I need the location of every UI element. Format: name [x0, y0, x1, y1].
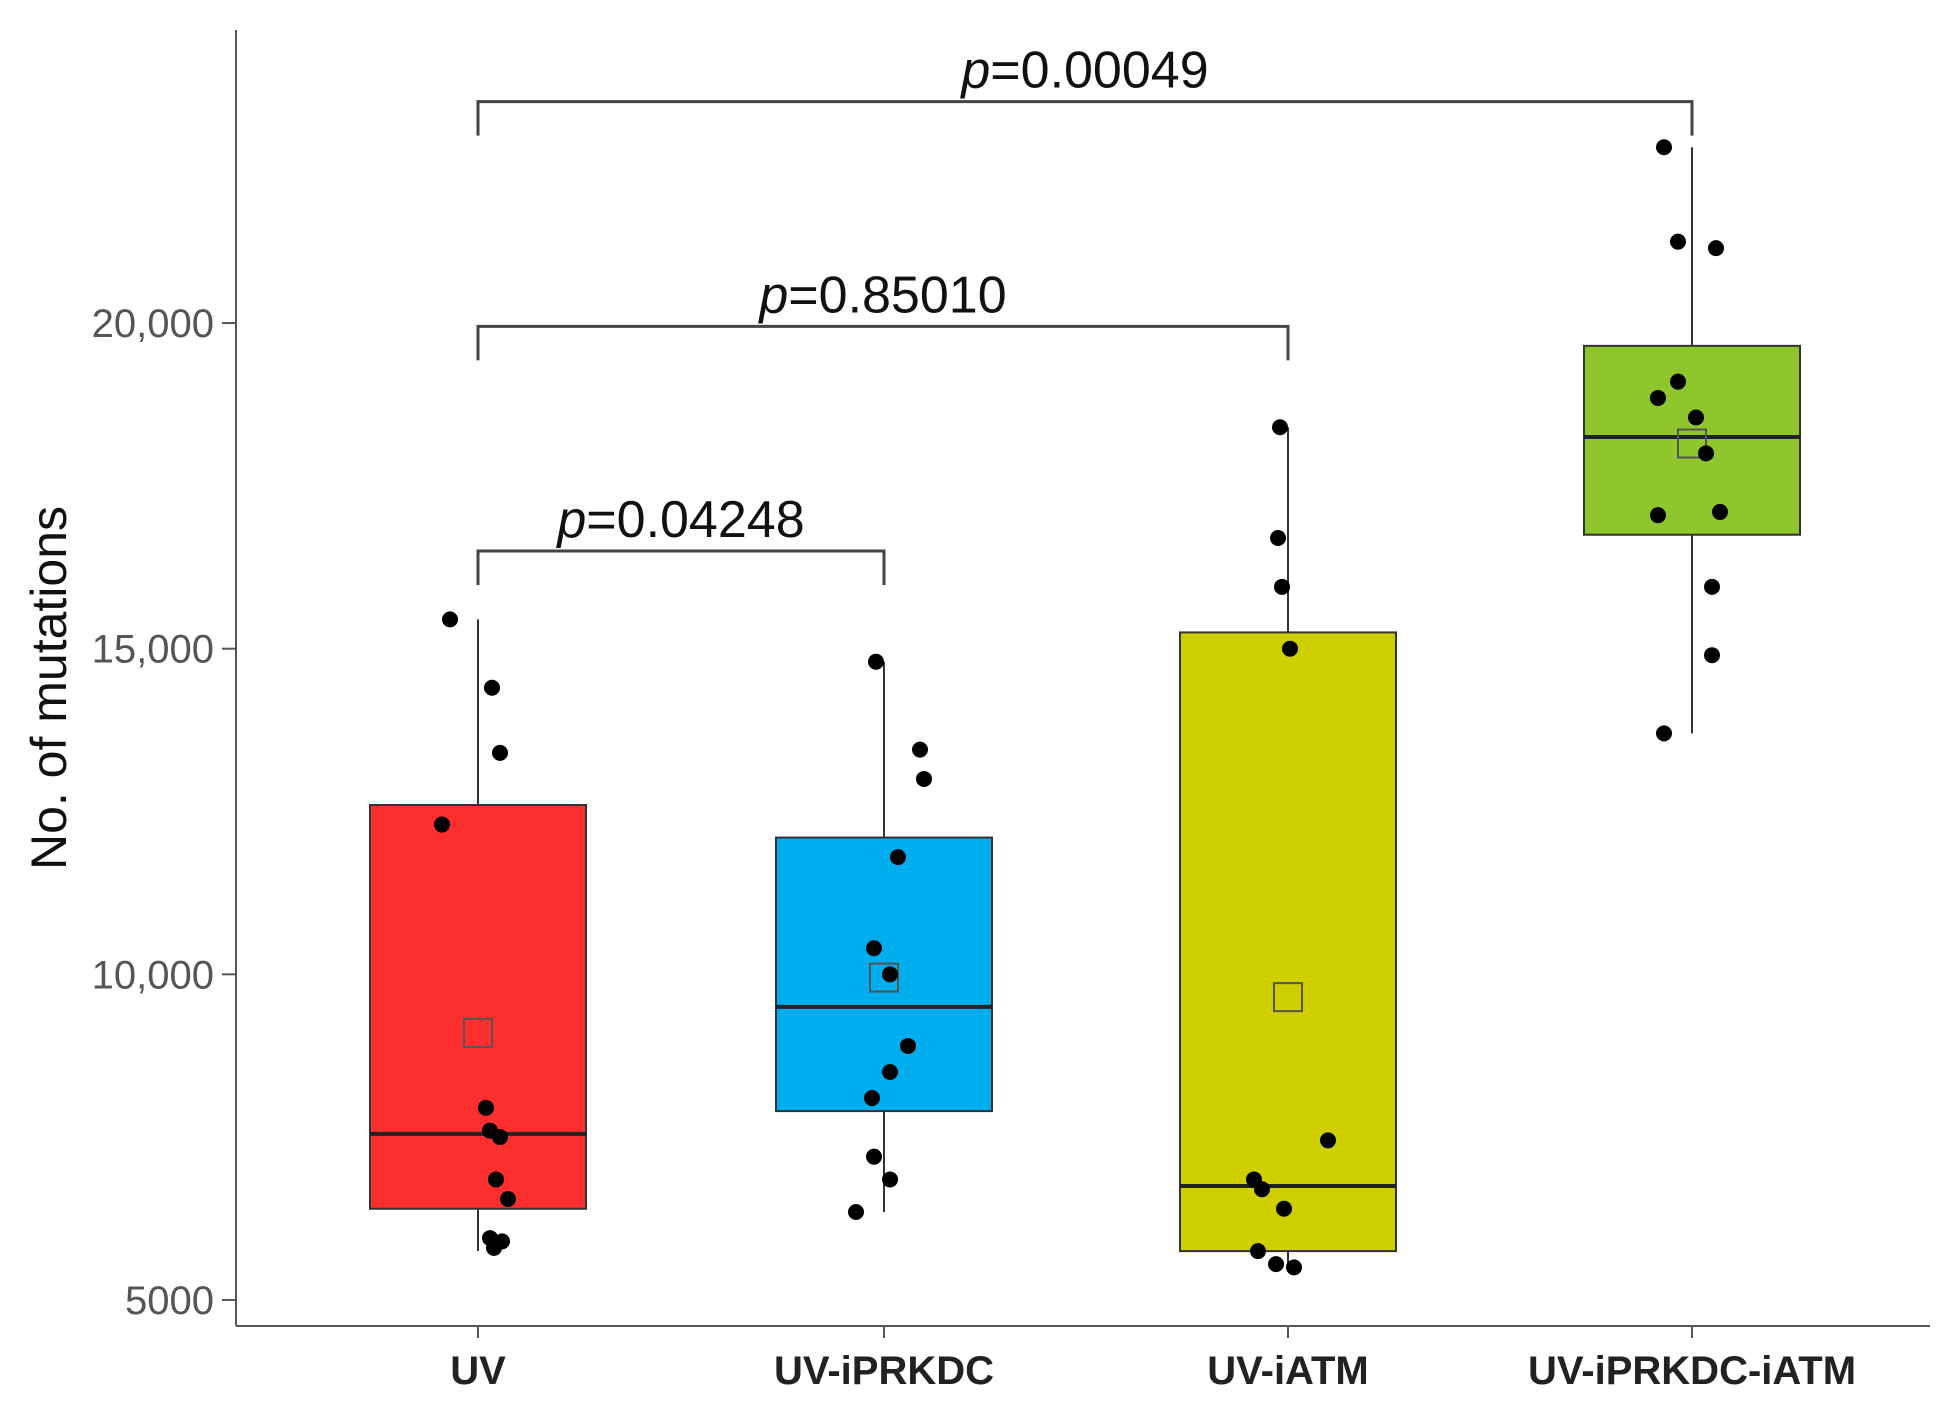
boxes-layer — [369, 147, 1801, 1268]
y-tick-label: 15,000 — [92, 628, 214, 672]
data-point — [500, 1191, 516, 1208]
points-layer — [434, 139, 1728, 1276]
data-point — [1276, 1200, 1292, 1217]
significance-bracket — [476, 549, 886, 586]
data-point — [442, 611, 458, 628]
data-point — [868, 653, 884, 670]
x-category-label: UV-iATM — [1207, 1349, 1368, 1393]
data-point — [912, 741, 928, 758]
data-point — [1650, 389, 1666, 406]
significance-bracket — [476, 324, 1290, 361]
data-point — [484, 679, 500, 696]
data-point — [866, 1148, 882, 1165]
data-point — [1670, 233, 1686, 250]
data-point — [1272, 419, 1288, 436]
data-point — [1704, 647, 1720, 664]
data-point — [434, 816, 450, 833]
data-point — [866, 940, 882, 957]
data-point — [488, 1171, 504, 1188]
data-point — [900, 1037, 916, 1054]
labels-layer: 5000 10,000 15,000 20,000 No. of mutations UV… — [21, 42, 1856, 1393]
data-point — [882, 1171, 898, 1188]
data-point — [916, 770, 932, 787]
data-point — [1650, 507, 1666, 524]
data-point — [1712, 503, 1728, 520]
x-category-label: UV-iPRKDC-iATM — [1528, 1349, 1856, 1393]
mean-marker — [869, 962, 899, 993]
data-point — [1656, 139, 1672, 156]
y-axis-title: No. of mutations — [21, 506, 77, 870]
data-point — [1282, 640, 1298, 657]
data-point — [1688, 409, 1704, 426]
data-point — [1286, 1259, 1302, 1276]
data-point — [1704, 578, 1720, 595]
data-point — [478, 1099, 494, 1116]
p-value-label: p=0.04248 — [555, 491, 804, 549]
data-point — [848, 1204, 864, 1221]
mean-marker — [1677, 428, 1707, 459]
data-point — [890, 849, 906, 866]
p-value-label: p=0.00049 — [959, 42, 1208, 100]
box-body — [1583, 344, 1801, 536]
data-point — [1274, 578, 1290, 595]
data-point — [492, 1129, 508, 1146]
data-point — [492, 744, 508, 761]
significance-brackets — [476, 100, 1694, 586]
axes-layer — [222, 30, 1930, 1338]
mean-marker — [463, 1017, 493, 1048]
data-point — [1254, 1181, 1270, 1198]
data-point — [1698, 445, 1714, 462]
data-point — [1320, 1132, 1336, 1149]
data-point — [1656, 725, 1672, 742]
data-point — [1250, 1243, 1266, 1260]
box-body — [1179, 631, 1397, 1253]
y-tick-label: 5000 — [125, 1279, 214, 1323]
data-point — [1708, 240, 1724, 257]
box-body — [369, 803, 587, 1210]
mean-marker — [1273, 982, 1303, 1013]
data-point — [864, 1090, 880, 1107]
data-point — [882, 966, 898, 983]
y-tick-label: 20,000 — [92, 302, 214, 346]
data-point — [1270, 529, 1286, 546]
data-point — [486, 1239, 502, 1256]
data-point — [1670, 373, 1686, 390]
p-value-label: p=0.85010 — [757, 266, 1006, 324]
x-category-label: UV — [450, 1349, 506, 1393]
significance-bracket — [476, 100, 1694, 136]
x-category-label: UV-iPRKDC — [774, 1349, 994, 1393]
y-tick-label: 10,000 — [92, 953, 214, 997]
data-point — [882, 1064, 898, 1081]
data-point — [1268, 1256, 1284, 1273]
